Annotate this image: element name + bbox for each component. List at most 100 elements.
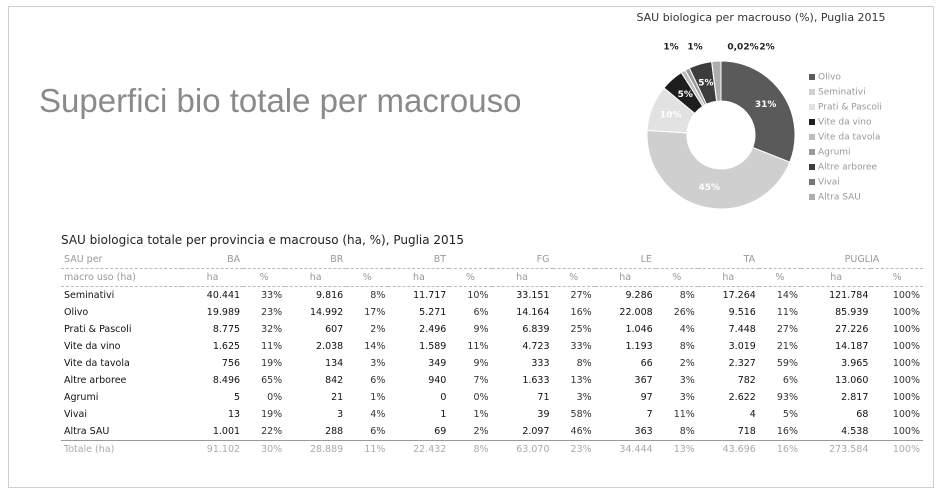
table-cell: 9.286 — [625, 290, 653, 301]
table-cell: 2% — [370, 324, 386, 335]
table-cell: ha — [594, 268, 656, 287]
table-cell: 19% — [261, 409, 283, 420]
table-cell: 14.187 — [835, 341, 869, 352]
table-cell: 100% — [892, 392, 920, 403]
table-cell: FG — [491, 251, 595, 269]
table-cell: Totale (ha) — [61, 440, 183, 458]
table-cell: 6% — [370, 375, 386, 386]
legend-swatch — [809, 134, 815, 140]
table-cell: 11% — [776, 307, 798, 318]
table-cell: BT — [388, 251, 492, 269]
table-row: Prati & Pascoli 8.775 32% 607 2% 2.496 9% 6.839… — [61, 321, 923, 338]
table-cell: Vite da vino — [64, 341, 121, 352]
table-cell: 3% — [576, 392, 592, 403]
table-cell: 97 — [640, 392, 653, 403]
table-cell: 14% — [364, 341, 386, 352]
table-cell: PUGLIA — [800, 251, 923, 269]
table-cell: 367 — [634, 375, 653, 386]
table-cell: 1.046 — [625, 324, 653, 335]
table-cell: 93% — [776, 392, 798, 403]
table-cell: 1.589 — [419, 341, 447, 352]
legend-swatch — [809, 104, 815, 110]
table-cell: 4% — [370, 409, 386, 420]
table-cell: 33.151 — [516, 290, 550, 301]
table-cell: 1% — [473, 409, 489, 420]
slice-label: 31% — [755, 100, 777, 110]
table-cell: 14.992 — [309, 307, 344, 318]
table-cell: 71 — [537, 392, 550, 403]
table-cell: 17% — [364, 307, 386, 318]
table-cell: 6% — [473, 307, 489, 318]
table-cell: 13% — [655, 440, 698, 458]
table-cell: Vivai — [64, 409, 88, 420]
legend-label: Altra SAU — [818, 193, 861, 203]
legend-swatch — [809, 179, 815, 185]
table-cell: 8.496 — [212, 375, 241, 386]
table-cell: 43.696 — [697, 440, 759, 458]
table-cell: 349 — [428, 358, 447, 369]
legend-label: Agrumi — [818, 148, 851, 158]
table-cell: SAU per — [61, 251, 183, 269]
table-cell: 19.989 — [206, 307, 241, 318]
table-cell: 3% — [370, 358, 386, 369]
table-cell: 6% — [370, 426, 386, 437]
table-cell: 33% — [261, 290, 283, 301]
table-cell: Seminativi — [64, 290, 115, 301]
table-cell: 22.008 — [619, 307, 653, 318]
table-cell: 17.264 — [722, 290, 756, 301]
table-cell: 842 — [325, 375, 344, 386]
table-cell: 4.723 — [522, 341, 550, 352]
table-cell: % — [346, 268, 389, 287]
data-table: SAU per BA BR BT FG LE TA PUGLIA macro uso (ha) h… — [61, 251, 923, 458]
table-cell: 100% — [892, 307, 920, 318]
table-cell: 16% — [776, 426, 798, 437]
table-cell: 34.444 — [594, 440, 656, 458]
table-cell: 9.816 — [316, 290, 344, 301]
table-cell: 2.097 — [522, 426, 550, 437]
table-cell: 21 — [331, 392, 344, 403]
table-row: Altre arboree 8.496 65% 842 6% 940 7% 1.633 13% 3… — [61, 372, 923, 389]
table-cell: 100% — [892, 290, 920, 301]
table-cell: 11% — [346, 440, 389, 458]
table-cell: ha — [697, 268, 759, 287]
legend-swatch — [809, 194, 815, 200]
table-cell: 4% — [679, 324, 695, 335]
table-cell: % — [758, 268, 801, 287]
table-cell: 32% — [261, 324, 283, 335]
table-cell: 1 — [440, 409, 447, 420]
table-cell: 273.584 — [800, 440, 872, 458]
slice-label: 1% — [663, 43, 678, 53]
table-cell: 333 — [531, 358, 550, 369]
table-cell: 11% — [261, 341, 283, 352]
table-cell: 2.327 — [728, 358, 756, 369]
table-cell: 69 — [434, 426, 447, 437]
table-cell: 100% — [892, 426, 920, 437]
table-cell: 2% — [473, 426, 489, 437]
legend-label: Vivai — [818, 178, 840, 188]
table-row: Vite da vino 1.625 11% 2.038 14% 1.589 11% 4.72… — [61, 338, 923, 355]
table-cell: 363 — [634, 426, 653, 437]
table-cell: % — [655, 268, 698, 287]
table-cell: 288 — [325, 426, 344, 437]
legend-label: Altre arboree — [818, 163, 878, 173]
table-row: macro uso (ha) ha% ha% ha% ha% ha% ha% ha% — [61, 268, 923, 287]
table-cell: 27% — [776, 324, 798, 335]
table-cell: 6.839 — [522, 324, 550, 335]
table-cell: 23% — [552, 440, 595, 458]
table-row: Olivo 19.989 23% 14.992 17% 5.271 6% 14.164 16% 2… — [61, 304, 923, 321]
table-cell: 3.019 — [728, 341, 756, 352]
slice-label: 10% — [660, 111, 682, 121]
table-cell: 27% — [570, 290, 592, 301]
table-cell: 5% — [782, 409, 798, 420]
table-cell: ha — [285, 268, 347, 287]
table-title: SAU biologica totale per provincia e mac… — [61, 233, 464, 247]
table-cell: ha — [388, 268, 450, 287]
table-cell: 782 — [737, 375, 756, 386]
table-cell: 46% — [570, 426, 592, 437]
table-cell: 19% — [261, 358, 283, 369]
table-cell: Altra SAU — [64, 426, 110, 437]
table-cell: 39 — [537, 409, 550, 420]
table-cell: % — [552, 268, 595, 287]
pie-slice — [711, 60, 722, 102]
